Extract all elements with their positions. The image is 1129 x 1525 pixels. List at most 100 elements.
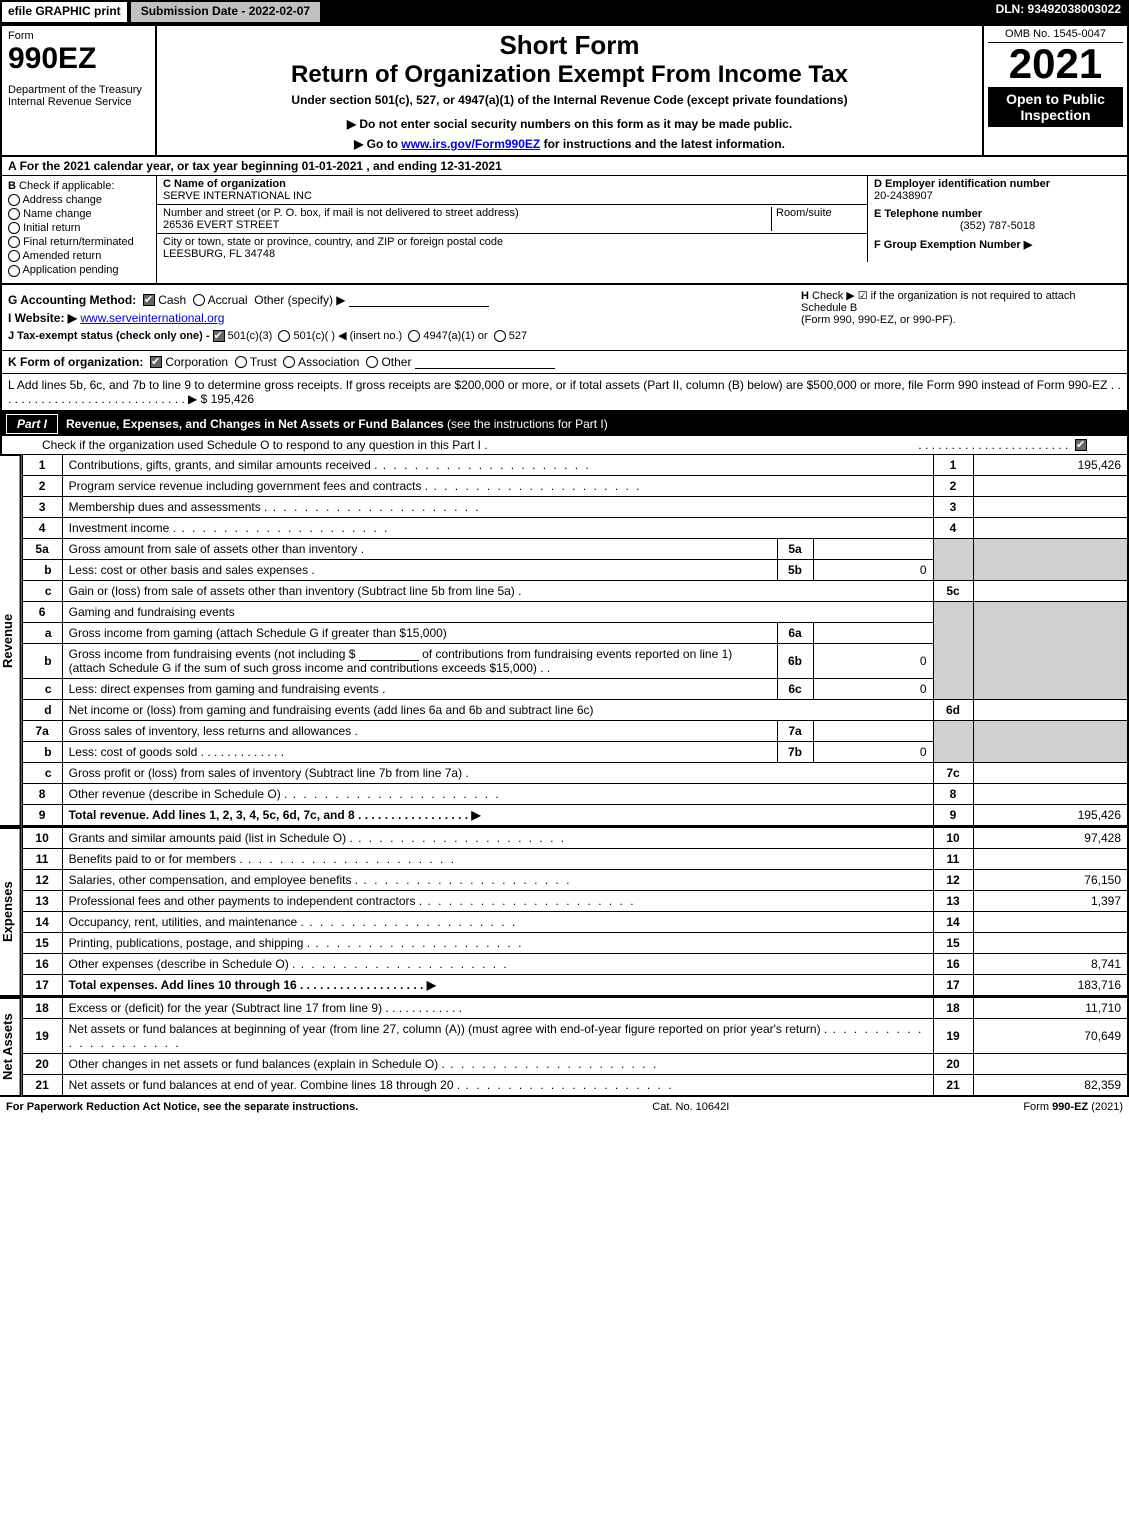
form-header: Form 990EZ Department of the Treasury In… [0,24,1129,157]
l6c-num: c [22,678,62,699]
opt-trust: Trust [250,355,277,369]
line-21: 21Net assets or fund balances at end of … [22,1074,1128,1096]
l16-num: 16 [22,953,62,974]
footer-form-pre: Form [1023,1101,1052,1113]
opt-initial-return: Initial return [23,222,80,234]
l8-num: 8 [22,783,62,804]
l6b-t1: Gross income from fundraising events (no… [69,647,356,661]
expenses-section: Expenses 10Grants and similar amounts pa… [0,827,1129,997]
l9-num: 9 [22,804,62,826]
l6b-iamt: 0 [813,643,933,678]
l5a-desc: Gross amount from sale of assets other t… [62,538,777,559]
check-501c3[interactable] [213,330,225,342]
l6-shade-amt [973,601,1128,699]
l2-num: 2 [22,475,62,496]
l6d-box: 6d [933,699,973,720]
check-4947[interactable] [408,330,420,342]
check-other-org[interactable] [366,356,378,368]
c-city-row: City or town, state or province, country… [157,234,867,262]
check-501c[interactable] [278,330,290,342]
l17-desc: Total expenses. Add lines 10 through 16 … [62,974,933,996]
line-1: 1Contributions, gifts, grants, and simil… [22,454,1128,475]
topbar-spacer [322,0,987,24]
opt-association: Association [298,355,359,369]
l19-num: 19 [22,1018,62,1053]
l18-desc: Excess or (deficit) for the year (Subtra… [62,997,933,1018]
l6a-num: a [22,622,62,643]
top-bar: efile GRAPHIC print Submission Date - 20… [0,0,1129,24]
l11-box: 11 [933,848,973,869]
l3-desc: Membership dues and assessments . [62,496,933,517]
l6b-ibox: 6b [777,643,813,678]
check-trust[interactable] [235,356,247,368]
footer-left: For Paperwork Reduction Act Notice, see … [6,1101,358,1113]
row-c-d: C Name of organization SERVE INTERNATION… [157,176,1127,262]
l6b-blank[interactable] [359,649,419,661]
footer-right: Form 990-EZ (2021) [1023,1101,1123,1113]
check-initial-return[interactable]: Initial return [8,222,150,234]
check-cash[interactable] [143,294,155,306]
part-1-check-text: Check if the organization used Schedule … [42,438,488,452]
check-amended-return[interactable]: Amended return [8,250,150,262]
l5ab-shade-amt [973,538,1128,580]
efile-print-button[interactable]: efile GRAPHIC print [0,0,129,24]
other-specify-input[interactable] [349,295,489,307]
opt-final-return: Final return/terminated [23,236,134,248]
submission-date-button[interactable]: Submission Date - 2022-02-07 [129,0,322,24]
l7a-ibox: 7a [777,720,813,741]
under-section-label: Under section 501(c), 527, or 4947(a)(1)… [163,93,976,107]
l5b-desc: Less: cost or other basis and sales expe… [62,559,777,580]
check-application-pending[interactable]: Application pending [8,264,150,276]
check-address-change[interactable]: Address change [8,194,150,206]
l16-desc: Other expenses (describe in Schedule O) … [62,953,933,974]
l14-num: 14 [22,911,62,932]
line-4: 4Investment income .4 [22,517,1128,538]
l13-amt: 1,397 [973,890,1128,911]
l7b-iamt: 0 [813,741,933,762]
opt-amended-return: Amended return [22,250,101,262]
l5b-ibox: 5b [777,559,813,580]
l7c-box: 7c [933,762,973,783]
l21-num: 21 [22,1074,62,1096]
l5c-desc: Gain or (loss) from sale of assets other… [62,580,933,601]
check-527[interactable] [494,330,506,342]
l7b-desc: Less: cost of goods sold . . . . . . . .… [62,741,777,762]
other-specify-label: Other (specify) ▶ [254,293,345,307]
line-10: 10Grants and similar amounts paid (list … [22,827,1128,848]
accrual-label: Accrual [208,293,248,307]
b-header: B [8,180,16,192]
net-assets-table: 18Excess or (deficit) for the year (Subt… [22,997,1129,1097]
l5c-amt [973,580,1128,601]
l15-desc: Printing, publications, postage, and shi… [62,932,933,953]
form-number: 990EZ [8,42,149,76]
c-addr-row: Number and street (or P. O. box, if mail… [157,205,867,234]
section-b-through-f: B Check if applicable: Address change Na… [0,176,1129,285]
row-l: L Add lines 5b, 6c, and 7b to line 9 to … [0,374,1129,412]
check-accrual[interactable] [193,294,205,306]
h-box: H Check ▶ ☑ if the organization is not r… [801,289,1121,326]
opt-501c: 501(c)( ) ◀ (insert no.) [293,330,402,342]
irs-link[interactable]: www.irs.gov/Form990EZ [401,137,540,151]
l13-num: 13 [22,890,62,911]
l12-box: 12 [933,869,973,890]
website-link[interactable]: www.serveinternational.org [80,311,224,325]
header-left: Form 990EZ Department of the Treasury In… [2,26,157,155]
check-corporation[interactable] [150,356,162,368]
l11-desc: Benefits paid to or for members . [62,848,933,869]
check-name-change[interactable]: Name change [8,208,150,220]
l14-desc: Occupancy, rent, utilities, and maintena… [62,911,933,932]
other-org-input[interactable] [415,357,555,369]
room-suite-label: Room/suite [776,207,832,219]
l19-box: 19 [933,1018,973,1053]
l6d-num: d [22,699,62,720]
expenses-table: 10Grants and similar amounts paid (list … [22,827,1129,997]
line-17: 17Total expenses. Add lines 10 through 1… [22,974,1128,996]
e-label: E Telephone number [874,208,1121,220]
i-label: I Website: ▶ [8,311,77,325]
check-association[interactable] [283,356,295,368]
check-schedule-o[interactable] [1075,439,1087,451]
part-1-title-text: Revenue, Expenses, and Changes in Net As… [66,417,444,431]
l18-num: 18 [22,997,62,1018]
line-2: 2Program service revenue including gover… [22,475,1128,496]
check-final-return[interactable]: Final return/terminated [8,236,150,248]
